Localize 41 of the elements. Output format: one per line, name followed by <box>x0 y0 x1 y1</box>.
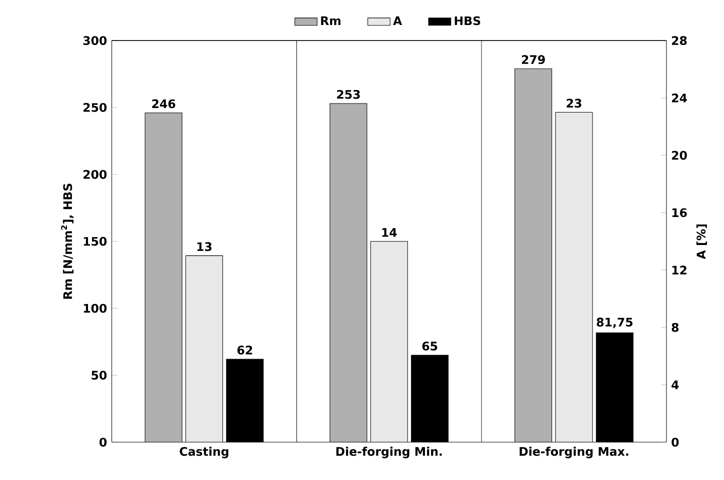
data-label: 23 <box>566 98 582 108</box>
y-tick-label: 250 <box>84 102 107 112</box>
bar <box>144 112 182 442</box>
bar <box>226 358 264 442</box>
y-tick-label: 300 <box>83 36 107 45</box>
y2-tick-label: 8 <box>672 322 679 332</box>
y-tick-label: 200 <box>84 170 107 179</box>
y2-tick-label: 12 <box>672 266 686 274</box>
y2-tick-label: 24 <box>672 94 687 102</box>
y2-tick-label: 0 <box>672 438 679 447</box>
data-label: 13 <box>197 242 212 252</box>
y-tick-label: 150 <box>84 236 107 246</box>
data-label: 14 <box>382 228 397 237</box>
bar <box>596 332 634 442</box>
data-label: 246 <box>152 99 176 108</box>
bar <box>555 112 593 442</box>
data-label: 253 <box>337 90 360 99</box>
legend-label: A <box>393 16 402 25</box>
x-tick-label: Die-forging Min. <box>336 446 442 458</box>
y2-tick-label: 4 <box>672 380 679 390</box>
data-label: 81,75 <box>596 318 632 328</box>
data-label: 65 <box>422 342 438 350</box>
x-tick-label: Casting <box>180 446 228 458</box>
bar <box>330 103 368 442</box>
bar <box>411 354 449 442</box>
y-tick-label: 50 <box>92 370 107 380</box>
bar <box>185 255 223 442</box>
y-tick-label: 100 <box>84 304 107 313</box>
legend-label: HBS <box>454 16 480 26</box>
y2-axis-title: A [%] <box>696 224 707 260</box>
bar <box>370 241 408 442</box>
y-tick-label: 0 <box>100 438 107 447</box>
y2-tick-label: 28 <box>672 36 687 45</box>
data-label: 62 <box>237 346 252 354</box>
y2-tick-label: 20 <box>672 150 687 160</box>
y2-tick-label: 16 <box>672 208 687 218</box>
data-label: 279 <box>522 55 545 64</box>
bar <box>514 68 552 442</box>
x-tick-label: Die-forging Max. <box>520 446 628 458</box>
y-axis-title: Rm [N/mm$^{2}$], HBS <box>61 184 74 299</box>
legend-label: Rm <box>321 16 340 25</box>
